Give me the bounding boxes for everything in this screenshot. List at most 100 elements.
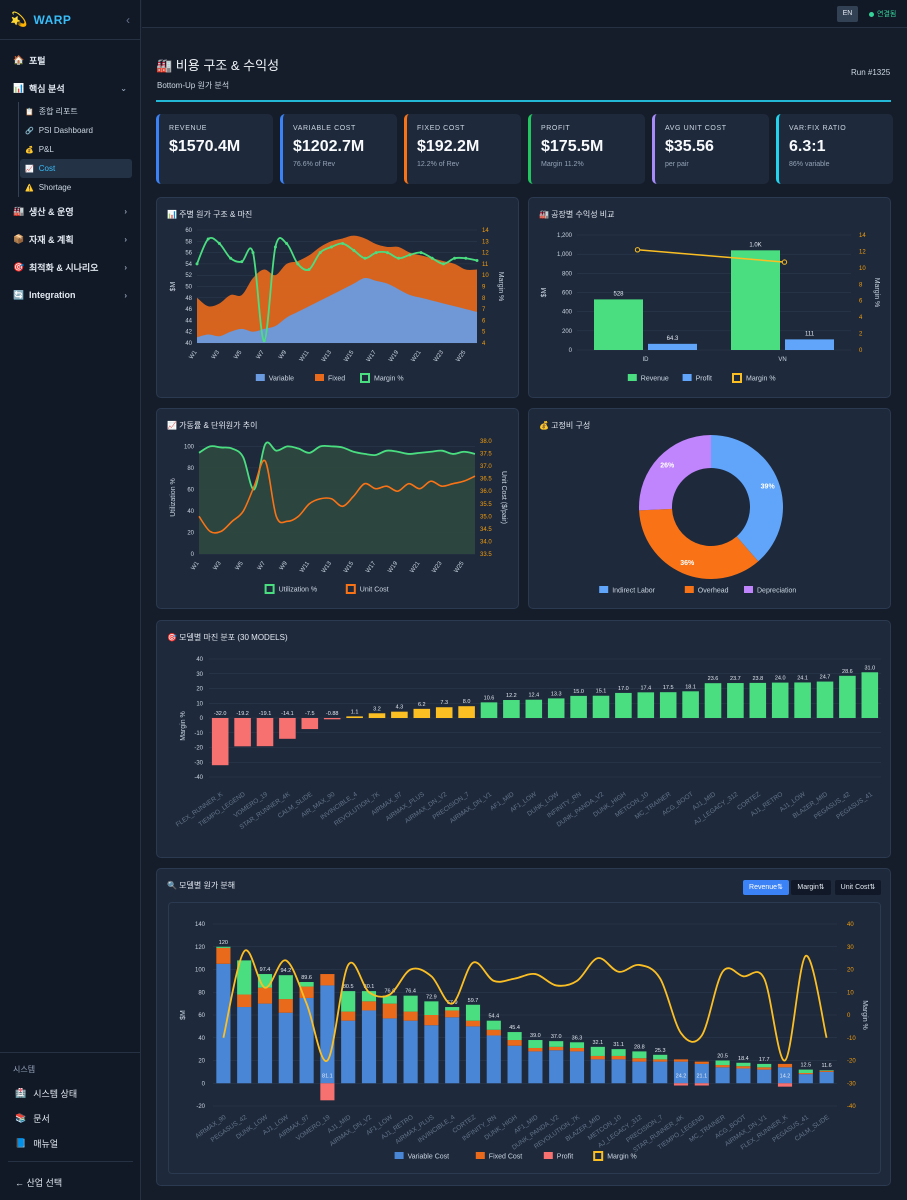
legend-label: Indirect Labor <box>612 588 655 595</box>
nav-integration[interactable]: 🔄 Integration › <box>0 281 140 309</box>
sys-item-docs[interactable]: 📚 문서 <box>15 1112 50 1125</box>
variable-cost-bar <box>673 1061 689 1084</box>
bar-total-label: 32.1 <box>592 1040 603 1046</box>
nav-production[interactable]: 🏭 생산 & 운영 › <box>0 197 140 225</box>
sub-item-label: P&L <box>38 145 54 154</box>
kpi-value: $175.5M <box>541 138 604 155</box>
margin-point <box>206 237 210 241</box>
chevron-right-icon: › <box>124 290 127 300</box>
y2-axis-label: Margin % <box>861 1000 868 1030</box>
margin-bar <box>435 707 453 718</box>
y-tick-label: 20 <box>196 687 203 693</box>
y-tick-label: 60 <box>198 1013 205 1019</box>
back-to-industry-link[interactable]: ← 산업 선택 <box>15 1178 63 1188</box>
x-tick-label: W17 <box>366 349 378 363</box>
bar-value-label: 64.3 <box>667 336 679 342</box>
books-icon: 📚 <box>15 1113 27 1123</box>
y-tick-label: 120 <box>195 945 206 951</box>
system-section-title: 시스템 <box>13 1065 36 1074</box>
kpi-label: VARIABLE COST <box>293 125 356 132</box>
sys-item-label: 시스템 상태 <box>33 1089 78 1099</box>
sys-item-label: 문서 <box>33 1114 50 1124</box>
logo-icon: 💫 <box>10 11 28 27</box>
sub-item-pnl[interactable]: 💰 P&L <box>20 140 132 159</box>
sub-item-cost[interactable]: 📈 Cost <box>20 159 132 178</box>
nav-optimization[interactable]: 🎯 최적화 & 시나리오 › <box>0 253 140 281</box>
sub-item-report[interactable]: 📋 종합 리포트 <box>20 102 132 121</box>
slice-label: 26% <box>660 463 675 470</box>
nav-core-analysis[interactable]: 📊 핵심 분석 ⌄ <box>0 74 140 102</box>
kpi-value: $192.2M <box>417 138 480 155</box>
margin-point <box>397 256 401 260</box>
y-tick-label: -20 <box>196 1104 205 1110</box>
y2-tick-label: -30 <box>847 1081 856 1087</box>
y2-tick-label: 35.5 <box>480 502 492 508</box>
y2-tick-label: 8 <box>482 296 486 302</box>
sub-item-label: Shortage <box>38 183 72 192</box>
fixed-cost-bar <box>237 994 252 1008</box>
fixed-cost-bar <box>611 1055 626 1060</box>
x-tick-label: ID <box>643 357 650 363</box>
y2-tick-label: 35.0 <box>480 514 492 520</box>
fixed-cost-bar <box>361 1001 377 1011</box>
legend-swatch <box>475 1152 485 1159</box>
profit-bar <box>424 1001 439 1015</box>
x-tick-label: VN <box>778 357 786 363</box>
profit-bar <box>465 1004 481 1021</box>
margin-bar <box>279 718 296 739</box>
fixed-cost-bar <box>757 1067 772 1070</box>
y-tick-label: 30 <box>196 672 203 678</box>
profit-bar <box>445 1007 460 1011</box>
language-button[interactable]: EN <box>837 6 858 22</box>
hospital-icon: 🏥 <box>15 1088 27 1098</box>
bar-total-label: 39.0 <box>530 1033 541 1039</box>
card-title: 🏭 공장별 수익성 비교 <box>539 210 615 219</box>
y-tick-label: 40 <box>185 341 192 347</box>
variable-cost-bar <box>777 1067 793 1084</box>
fixed-cost-bar <box>465 1020 481 1027</box>
nav-portal[interactable]: 🏠 포털 <box>0 46 140 74</box>
x-tick-label: W21 <box>411 349 423 363</box>
collapse-icon[interactable]: ‹ <box>126 12 130 27</box>
bar-value-label: 24.1 <box>797 675 808 681</box>
y-tick-label: 80 <box>198 990 205 996</box>
y2-tick-label: -40 <box>847 1104 856 1110</box>
sort-unit-cost-button[interactable]: Unit Cost⇅ <box>835 880 881 895</box>
fixed-cost-bar <box>299 986 314 998</box>
sys-item-status[interactable]: 🏥 시스템 상태 <box>15 1087 77 1100</box>
profit-bar <box>278 975 293 1000</box>
bar-total-label: 45.4 <box>509 1025 520 1031</box>
x-tick-label: W7 <box>256 349 266 360</box>
profit-bar <box>549 1041 564 1047</box>
fixed-cost-bar <box>694 1061 709 1064</box>
margin-point <box>329 245 333 249</box>
chevron-right-icon: › <box>124 206 127 216</box>
profit-bar <box>590 1046 605 1056</box>
margin-point <box>374 251 378 255</box>
bar-value-label: -19.2 <box>236 711 249 717</box>
bar-value-label: 6.2 <box>418 702 426 708</box>
fixed-cost-bar <box>653 1059 668 1062</box>
chevron-right-icon: › <box>124 234 127 244</box>
legend-swatch <box>682 374 692 381</box>
x-tick-label: W1 <box>191 560 201 571</box>
y-axis-label: $M <box>170 281 177 291</box>
sort-revenue-button[interactable]: Revenue⇅ <box>743 880 789 895</box>
sub-item-psi[interactable]: 🔗 PSI Dashboard <box>20 121 132 140</box>
sys-item-label: 매뉴얼 <box>33 1139 59 1149</box>
sort-margin-button[interactable]: Margin⇅ <box>791 880 831 895</box>
nav-materials[interactable]: 📦 자재 & 계획 › <box>0 225 140 253</box>
sub-item-shortage[interactable]: ⚠️ Shortage <box>20 178 132 197</box>
x-tick-label: W3 <box>213 560 223 571</box>
legend-label: Revenue <box>641 376 669 383</box>
kpi-label: PROFIT <box>541 125 571 132</box>
bar-value-label: 28.6 <box>842 669 853 675</box>
bar-total-label: 20.5 <box>717 1054 728 1060</box>
nav-label: 생산 & 운영 <box>29 206 74 217</box>
margin-point <box>240 260 244 264</box>
fixed-cost-bar <box>715 1065 730 1068</box>
margin-line <box>637 249 785 263</box>
sys-item-manual[interactable]: 📘 매뉴얼 <box>15 1137 58 1150</box>
y-tick-label: 0 <box>200 716 204 722</box>
